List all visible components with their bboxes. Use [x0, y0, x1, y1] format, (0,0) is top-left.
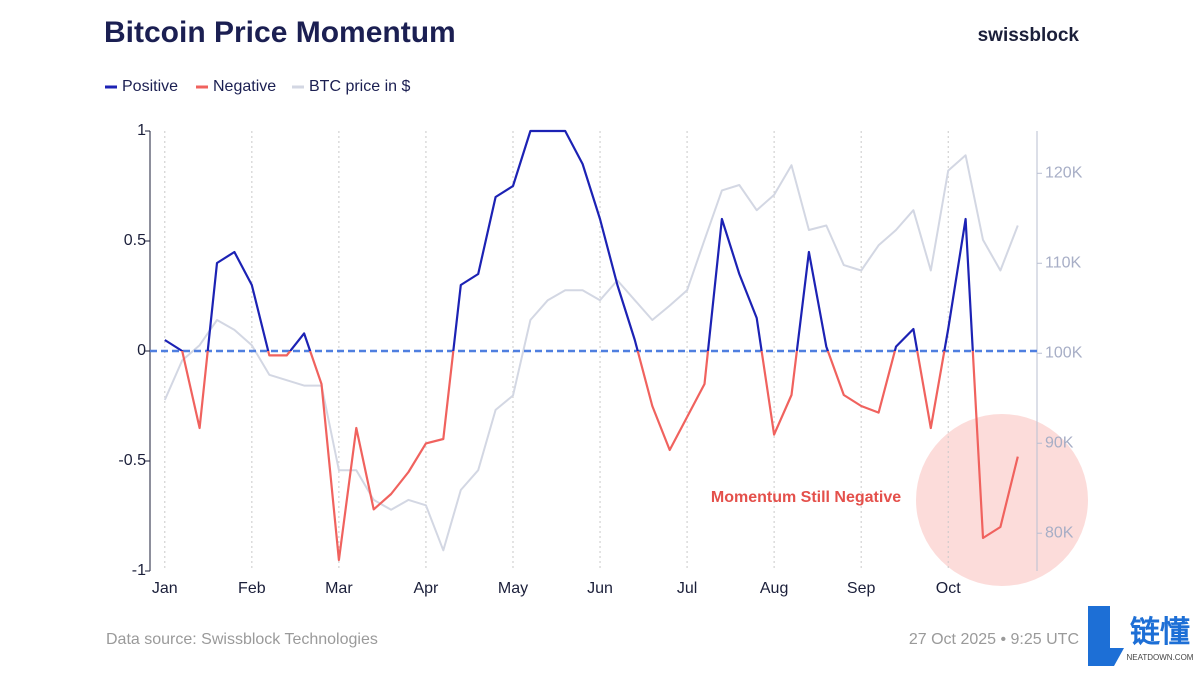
y-tick-label: 0.5 — [124, 232, 146, 249]
x-tick-label: Oct — [936, 580, 961, 597]
y2-tick-label: 110K — [1045, 254, 1082, 271]
legend-label: Positive — [122, 78, 178, 95]
x-tick-label: Feb — [238, 580, 266, 597]
annotation: Momentum Still Negative — [711, 489, 901, 506]
watermark: 链懂 NEATDOWN.COM — [1088, 606, 1194, 666]
x-tick-label: May — [498, 580, 528, 597]
plot-area: Jan Feb Mar Apr May Jun Jul Aug Sep Oct 1 0.5 0 -0.5 -… — [118, 122, 1082, 597]
y2-tick-label: 80K — [1045, 524, 1074, 541]
watermark-name: 链懂 — [1130, 615, 1190, 649]
momentum-line — [164, 129, 1019, 562]
legend: Positive Negative BTC price in $ — [105, 78, 410, 95]
x-tick-label: Jul — [677, 580, 697, 597]
y2-tick-label: 120K — [1045, 165, 1083, 182]
y-tick-label: -0.5 — [118, 452, 146, 469]
source: Data source: Swissblock Technologies — [106, 631, 378, 648]
chart-title: Bitcoin Price Momentum — [104, 16, 456, 49]
y-tick-label: 1 — [137, 122, 146, 139]
brand: swissblock — [978, 25, 1080, 46]
x-tick-label: Apr — [413, 580, 439, 597]
watermark-logo — [1088, 606, 1124, 666]
price-line — [163, 154, 1019, 552]
legend-label: Negative — [213, 78, 276, 95]
y2-tick-label: 90K — [1045, 434, 1074, 451]
y-tick-label: 0 — [137, 342, 146, 359]
x-tick-label: Mar — [325, 580, 353, 597]
timestamp: 27 Oct 2025 • 9:25 UTC — [909, 631, 1079, 648]
y2-tick-label: 100K — [1045, 344, 1083, 361]
x-tick-label: Jan — [152, 580, 178, 597]
x-tick-label: Jun — [587, 580, 613, 597]
x-tick-label: Aug — [760, 580, 788, 597]
x-tick-label: Sep — [847, 580, 876, 597]
y-tick-label: -1 — [132, 562, 146, 579]
watermark-site: NEATDOWN.COM — [1127, 653, 1194, 662]
legend-label: BTC price in $ — [309, 78, 410, 95]
highlight-circle — [916, 414, 1088, 586]
